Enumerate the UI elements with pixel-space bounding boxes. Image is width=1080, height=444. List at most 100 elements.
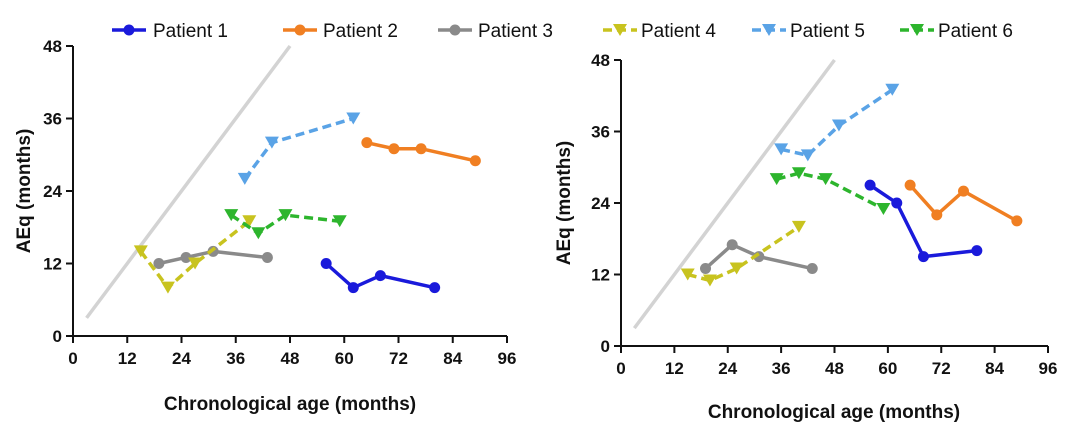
data-point bbox=[774, 143, 789, 156]
data-point bbox=[347, 282, 359, 294]
legend-item-patient-4: Patient 4 bbox=[603, 21, 716, 42]
series-patient-6 bbox=[769, 167, 891, 215]
data-point bbox=[729, 262, 744, 275]
y-tick-label: 36 bbox=[591, 123, 610, 142]
y-tick-label: 0 bbox=[53, 327, 62, 346]
legend-label: Patient 6 bbox=[938, 21, 1013, 42]
data-point bbox=[831, 119, 846, 132]
data-point bbox=[700, 263, 712, 275]
series-patient-3 bbox=[153, 245, 273, 269]
series-patient-2 bbox=[904, 179, 1023, 227]
data-point bbox=[726, 239, 738, 251]
legend-label: Patient 4 bbox=[641, 21, 716, 42]
data-point bbox=[153, 258, 165, 269]
data-point bbox=[160, 281, 175, 294]
x-tick-label: 0 bbox=[616, 359, 625, 378]
series-patient-1 bbox=[864, 179, 983, 263]
data-point bbox=[864, 179, 876, 191]
series-line bbox=[230, 213, 340, 236]
data-point bbox=[346, 112, 361, 125]
data-point bbox=[791, 167, 806, 180]
data-point bbox=[806, 263, 818, 275]
data-point bbox=[180, 251, 192, 263]
legend: Patient 1 Patient 2 Patient 3 Patient 4 Pati… bbox=[112, 21, 1013, 42]
series-line bbox=[908, 183, 1018, 223]
data-point bbox=[251, 227, 266, 240]
legend-item-patient-3: Patient 3 bbox=[438, 21, 553, 42]
series-line bbox=[776, 171, 885, 211]
series-patient-5 bbox=[774, 83, 900, 162]
data-point bbox=[264, 136, 279, 149]
x-tick-label: 48 bbox=[281, 349, 300, 368]
x-tick-label: 84 bbox=[443, 349, 462, 368]
series-line bbox=[243, 116, 354, 180]
y-tick-label: 48 bbox=[591, 51, 610, 70]
series-line bbox=[780, 88, 894, 158]
data-point bbox=[680, 268, 695, 281]
data-point bbox=[320, 258, 332, 269]
data-point bbox=[885, 83, 900, 96]
y-tick-label: 12 bbox=[591, 266, 610, 285]
x-tick-label: 36 bbox=[226, 349, 245, 368]
chart-left: 0 12 24 36 48 60 72 84 96 0 12 24 36 48 Chronological … bbox=[14, 37, 516, 415]
reference-line bbox=[632, 58, 836, 330]
series-line bbox=[325, 262, 436, 290]
legend-marker bbox=[613, 24, 627, 36]
data-point bbox=[188, 257, 203, 270]
legend-marker bbox=[762, 24, 776, 36]
data-point bbox=[904, 179, 916, 191]
legend-marker bbox=[123, 24, 135, 36]
data-point bbox=[374, 270, 386, 282]
data-point bbox=[702, 274, 717, 287]
x-tick-label: 12 bbox=[665, 359, 684, 378]
x-axis-title: Chronological age (months) bbox=[708, 402, 960, 423]
data-point bbox=[769, 173, 784, 186]
data-point bbox=[133, 245, 148, 258]
data-point bbox=[242, 215, 257, 228]
x-tick-label: 24 bbox=[718, 359, 737, 378]
series-patient-5 bbox=[237, 112, 361, 185]
data-point bbox=[957, 185, 969, 197]
series-line bbox=[366, 140, 476, 163]
x-tick-label: 60 bbox=[878, 359, 897, 378]
x-tick-label: 72 bbox=[389, 349, 408, 368]
y-tick-label: 0 bbox=[601, 337, 610, 356]
data-point bbox=[237, 172, 252, 185]
data-point bbox=[224, 209, 239, 222]
legend-marker bbox=[294, 24, 306, 36]
reference-line bbox=[85, 44, 292, 319]
data-point bbox=[891, 197, 903, 209]
x-tick-label: 0 bbox=[68, 349, 77, 368]
data-point bbox=[469, 155, 481, 167]
x-tick-label: 12 bbox=[118, 349, 137, 368]
data-point bbox=[429, 282, 441, 294]
y-axis-title: AEq (months) bbox=[554, 141, 575, 266]
series-patient-4 bbox=[680, 220, 806, 287]
data-point bbox=[791, 220, 806, 233]
data-point bbox=[917, 251, 929, 263]
legend-marker bbox=[449, 24, 461, 36]
x-tick-label: 72 bbox=[932, 359, 951, 378]
data-point bbox=[278, 209, 293, 222]
series-patient-3 bbox=[700, 239, 818, 275]
y-tick-label: 12 bbox=[43, 255, 62, 274]
y-tick-label: 48 bbox=[43, 37, 62, 56]
data-point bbox=[261, 251, 273, 263]
x-tick-label: 48 bbox=[825, 359, 844, 378]
x-tick-label: 96 bbox=[1039, 359, 1058, 378]
series-patient-4 bbox=[133, 215, 257, 294]
series-patient-2 bbox=[361, 137, 481, 167]
data-point bbox=[332, 215, 347, 228]
data-point bbox=[415, 143, 427, 155]
series-line bbox=[869, 183, 978, 259]
legend-marker bbox=[910, 24, 924, 36]
series-line bbox=[704, 242, 813, 271]
legend-item-patient-6: Patient 6 bbox=[900, 21, 1013, 42]
data-point bbox=[971, 245, 983, 257]
chart-right: 0 12 24 36 48 60 72 84 96 0 12 24 36 48 Chronological … bbox=[554, 51, 1057, 423]
x-tick-label: 96 bbox=[498, 349, 517, 368]
legend-item-patient-5: Patient 5 bbox=[752, 21, 865, 42]
data-point bbox=[388, 143, 400, 155]
data-point bbox=[1011, 215, 1023, 227]
